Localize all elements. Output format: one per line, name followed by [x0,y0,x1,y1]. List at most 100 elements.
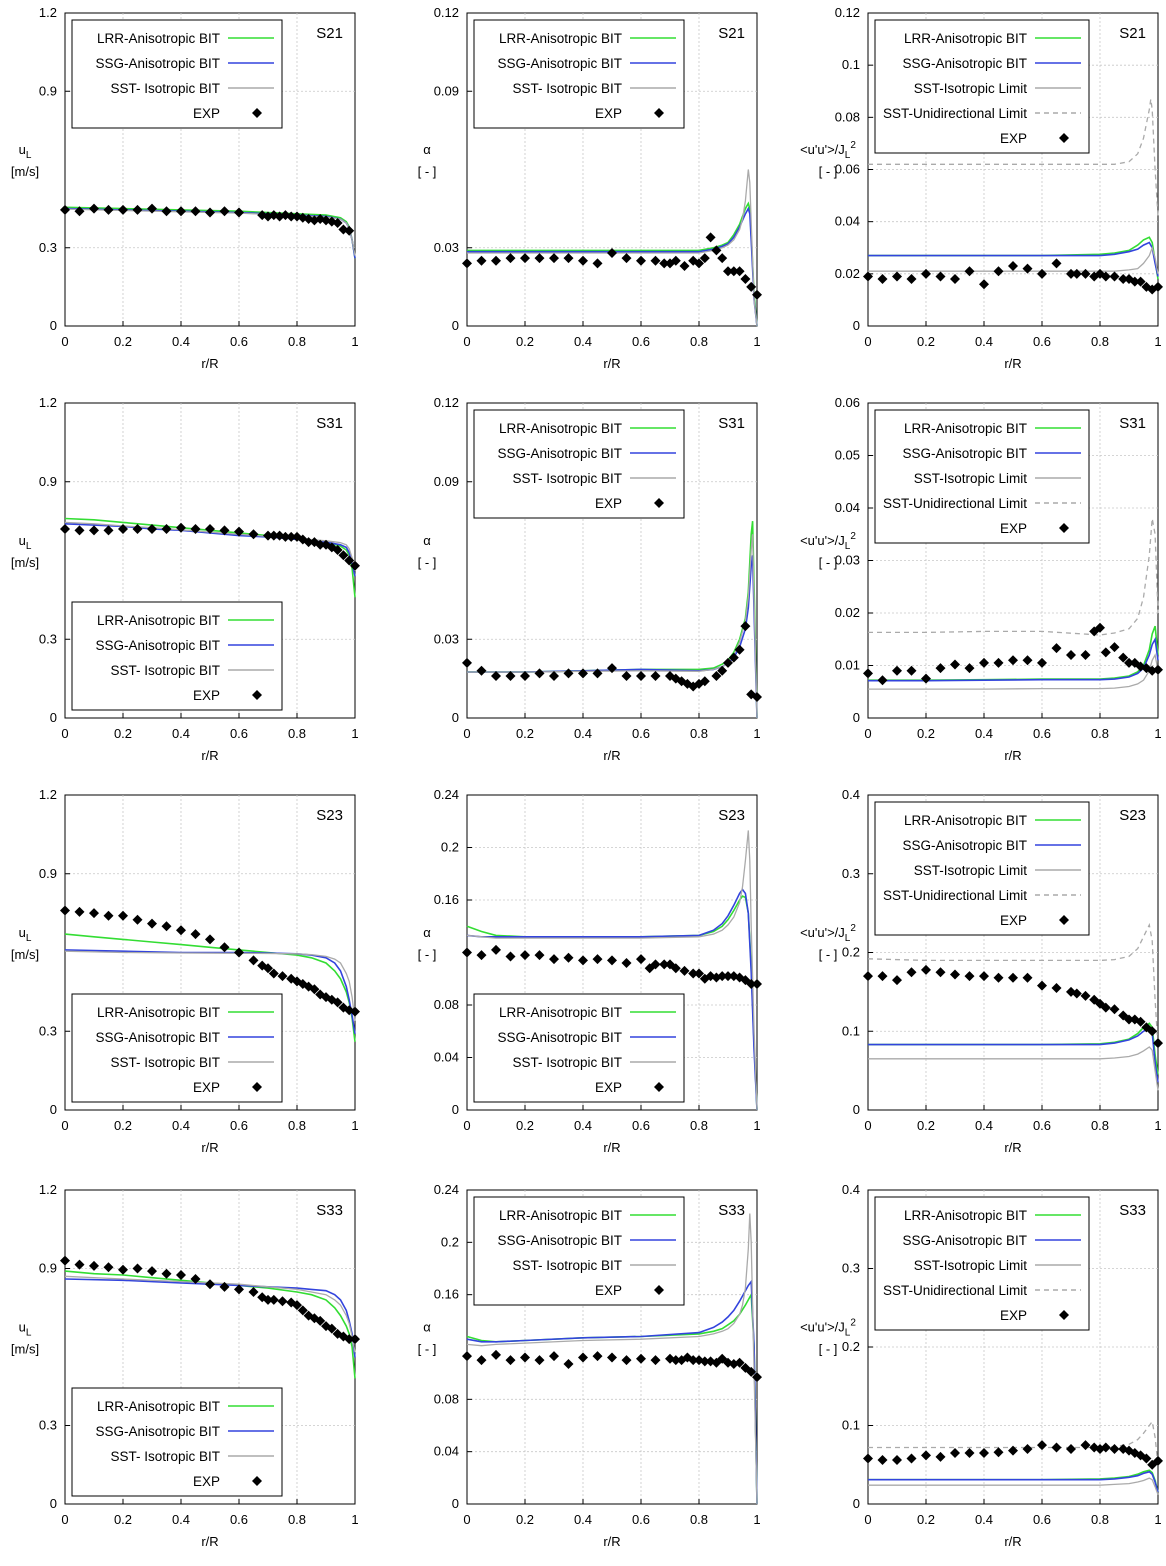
exp-point [74,1259,85,1270]
exp-point [863,271,873,282]
exp-point [679,261,690,272]
legend-label: SSG-Anisotropic BIT [497,1233,622,1248]
exp-point [268,1294,279,1305]
exp-point [670,1355,681,1366]
exp-point [650,255,661,266]
exp-point [219,1281,230,1292]
exp-point [297,1305,308,1316]
y-axis-label: α [423,142,431,157]
x-tick-label: 0.6 [632,726,650,741]
exp-point [1066,268,1076,279]
y-axis-label: uL [19,925,32,944]
y-axis-label: α [423,1319,431,1334]
y-tick-label: 0 [853,318,860,333]
exp-point [950,969,960,980]
exp-point [277,971,288,982]
exp-point [921,268,931,279]
series-line-sst [868,1477,1159,1495]
exp-point [1153,664,1163,675]
x-tick-label: 0.6 [1033,1512,1051,1527]
legend-label: SSG-Anisotropic BIT [902,1233,1027,1248]
exp-point [1147,1026,1158,1037]
x-tick-label: 0 [61,1118,68,1133]
x-tick-label: 0 [463,334,470,349]
exp-point [659,258,670,269]
legend-label: EXP [595,1080,622,1095]
series-line-ssg [64,1278,356,1358]
exp-point [877,274,888,285]
legend-label: SST-Unidirectional Limit [883,496,1027,511]
exp-point [563,952,574,963]
exp-point [979,279,989,290]
exp-point [549,671,559,681]
x-tick-label: 0 [61,334,68,349]
exp-point [491,671,501,681]
x-tick-label: 0.2 [516,334,534,349]
exp-point [863,1453,873,1464]
series-line-sst [467,169,758,327]
x-tick-label: 0 [61,726,68,741]
x-axis-label: r/R [1004,1534,1021,1549]
exp-point [607,1352,617,1363]
legend: LRR-Anisotropic BIT SSG-Anisotropic BIT SS… [473,993,685,1103]
exp-point [462,657,472,668]
exp-point [476,255,487,266]
exp-point [147,1266,157,1277]
legend-label: EXP [193,1474,220,1489]
exp-point [234,947,244,958]
exp-point [1129,276,1140,287]
exp-point [263,530,273,541]
x-tick-label: 0.2 [114,1512,132,1527]
exp-point [205,207,215,218]
exp-point [74,525,85,536]
legend-label: SSG-Anisotropic BIT [497,1030,622,1045]
legend-label: SST-Unidirectional Limit [883,106,1027,121]
exp-point [74,906,85,917]
exp-point [659,959,670,970]
series-line-ssg [467,555,758,719]
exp-point [906,1453,917,1464]
legend-label: SSG-Anisotropic BIT [497,56,622,71]
exp-point [462,947,472,958]
legend-label: SST- Isotropic BIT [512,81,622,96]
x-axis-label: r/R [201,1140,218,1155]
exp-point [717,665,728,676]
exp-point [1153,281,1163,292]
exp-point [1109,642,1120,653]
exp-point [234,1284,244,1295]
exp-point [176,1270,186,1281]
exp-point [1153,1455,1163,1466]
legend-label: EXP [1000,1308,1027,1323]
exp-point [694,968,704,979]
legend-label: LRR-Anisotropic BIT [499,1005,622,1020]
x-tick-label: 0 [463,1512,470,1527]
legend-label: SSG-Anisotropic BIT [902,838,1027,853]
exp-point [621,958,632,968]
y-tick-label: 0.16 [434,1287,459,1302]
exp-point [1008,261,1018,272]
exp-point [332,997,343,1008]
y-axis-label: α [423,533,431,548]
exp-point [746,1366,757,1377]
y-tick-label: 0.02 [835,266,860,281]
exp-point [60,204,70,215]
x-tick-label: 0.4 [172,1118,190,1133]
exp-point [248,955,259,966]
y-tick-label: 0 [50,1102,57,1117]
exp-point [118,1264,128,1275]
exp-point [964,266,975,277]
x-tick-label: 0.4 [975,1512,993,1527]
exp-point [1051,643,1062,654]
panel-tag: S23 [316,807,343,824]
y-axis-unit: [ - ] [819,1341,838,1356]
legend-label: SST- Isotropic BIT [512,1055,622,1070]
x-axis-label: r/R [1004,748,1021,763]
chart-s23-var: 0 0.2 0.4 0.6 0.8 1 0 0.1 0.2 0.3 0.4 r/R <u'u'>/JL2… [800,787,1163,1155]
exp-point [723,657,733,668]
exp-point [1135,276,1146,287]
y-tick-label: 0.4 [842,1182,860,1197]
exp-point [728,652,739,663]
y-tick-label: 0.09 [434,83,459,98]
legend-label: EXP [1000,913,1027,928]
panel-tag: S31 [718,415,745,432]
